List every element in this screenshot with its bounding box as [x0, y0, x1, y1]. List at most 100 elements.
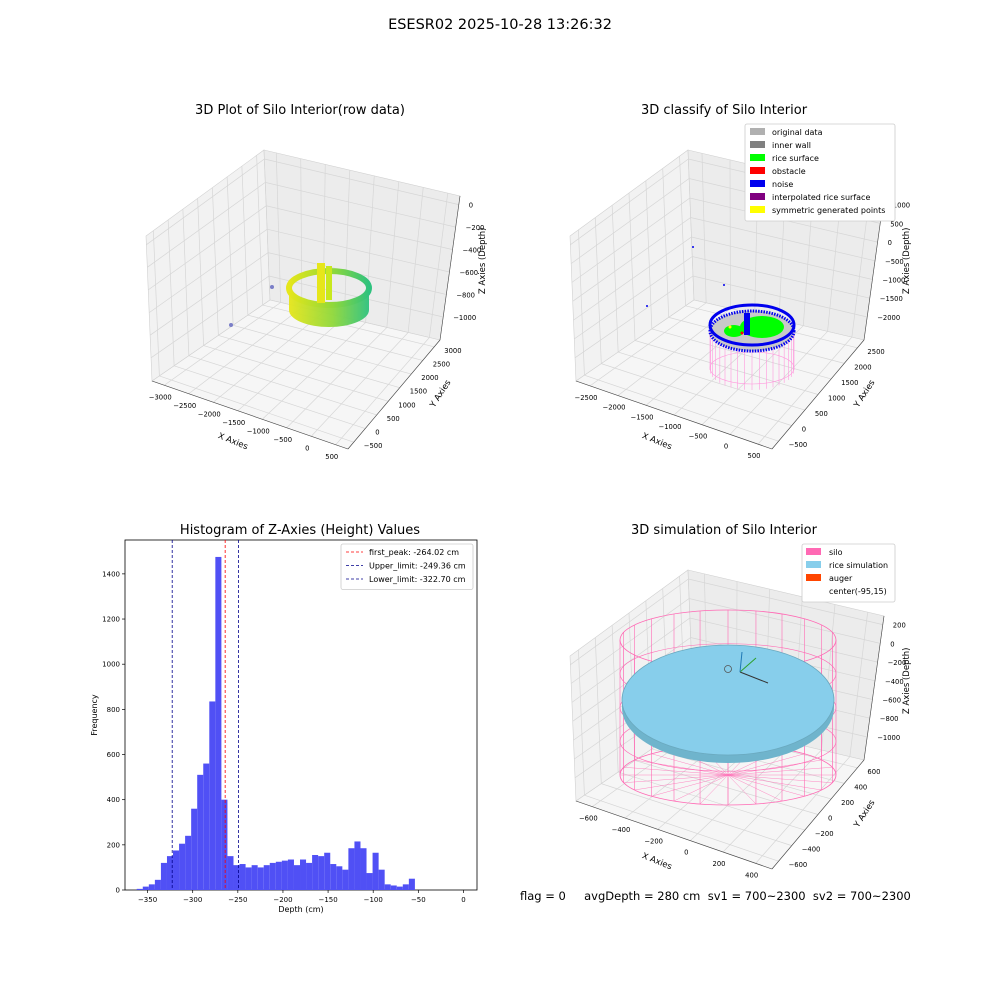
hist-bar — [390, 885, 397, 890]
p4-grid-y-v — [611, 625, 619, 773]
p2-xtick-label: −2000 — [603, 404, 626, 412]
p1-ylabel: Y Axies — [428, 378, 454, 411]
p4-xtick-label: 400 — [745, 871, 758, 879]
p4-grid-z — [572, 637, 876, 722]
p1-xtick-label: 500 — [325, 453, 338, 461]
p4-legend-label: center(-95,15) — [829, 587, 887, 596]
p1-grid-y-v — [226, 176, 234, 326]
hist-bar — [402, 884, 409, 890]
hist-bar — [173, 850, 180, 890]
p1-xtick-label: −2000 — [198, 410, 221, 418]
hist-xtick-label: −100 — [364, 896, 383, 904]
hist-bar — [257, 867, 264, 890]
p2-ztick-label: 1000 — [893, 202, 910, 210]
hist-plot-area — [124, 539, 478, 891]
p1-xtick-label: −1500 — [222, 419, 245, 427]
hist-bar — [269, 862, 276, 890]
p1-ytick-label: 1500 — [410, 388, 427, 396]
panel2-title: 3D classify of Silo Interior — [640, 103, 808, 118]
p2-legend-swatch — [750, 193, 765, 200]
p2-xlabel: X Axies — [640, 431, 673, 452]
p4-legend-box — [801, 543, 896, 603]
p2-y-axis-line — [771, 339, 865, 450]
p2-grid-z — [571, 197, 878, 283]
p2-noise-point — [692, 246, 694, 248]
p1-grid-y-v — [241, 166, 249, 316]
p4-xtick-label: 0 — [684, 849, 688, 857]
p1-ztick-label: −1000 — [453, 314, 476, 322]
p4-silo-spoke — [623, 767, 729, 776]
p1-xtick-label: 0 — [305, 444, 309, 452]
status-line: flag = 0 avgDepth = 280 cm sv1 = 700~230… — [520, 889, 911, 903]
hist-bar — [275, 861, 282, 890]
p1-raw-spike — [326, 266, 332, 300]
p4-ztick-label: −800 — [880, 715, 899, 723]
hist-bar — [293, 865, 301, 890]
p1-grid-y-v — [197, 198, 204, 346]
p1-ytick-label: 3000 — [444, 347, 461, 355]
p4-silo-spoke — [651, 753, 729, 776]
p1-grid-z — [149, 252, 447, 336]
p2-rice-surface — [724, 325, 744, 337]
hist-xtick-label: −150 — [318, 896, 337, 904]
p1-grid-x — [237, 317, 345, 412]
p1-outlier-point — [270, 285, 274, 289]
p2-ztick-label: 0 — [888, 239, 892, 247]
p2-sym-point — [728, 325, 732, 329]
hist-bar — [166, 856, 174, 890]
p2-grid-y-v — [679, 156, 686, 306]
p1-grid-y-v — [256, 155, 263, 306]
hist-bar — [160, 862, 167, 890]
p4-rice-surface — [621, 644, 835, 756]
hist-bar — [360, 848, 367, 890]
p1-grid-y-v — [212, 187, 219, 336]
p2-legend-label: symmetric generated points — [772, 206, 885, 215]
hist-bar — [136, 888, 143, 890]
p4-grid-z — [570, 598, 881, 684]
hist-ytick-label: 400 — [107, 796, 120, 804]
p4-ztick-label: 0 — [890, 640, 894, 648]
p2-grid-y — [584, 374, 779, 442]
hist-bar — [342, 869, 349, 890]
p2-ztick-label: −500 — [885, 258, 904, 266]
panel4-title: 3D simulation of Silo Interior — [631, 523, 817, 538]
hist-bar — [378, 869, 385, 890]
p2-zlabel: Z Axies (Depth) — [902, 227, 912, 294]
panel3-title: Histogram of Z-Axies (Height) Values — [179, 523, 421, 538]
p2-ztick-label: −1500 — [880, 295, 903, 303]
hist-bar — [245, 867, 252, 890]
p4-center-marker — [724, 665, 732, 673]
p4-ytick-label: −400 — [802, 846, 821, 854]
hist-bar — [239, 864, 246, 890]
p4-silo-spoke — [727, 774, 833, 783]
p2-legend-label: original data — [772, 128, 823, 137]
p1-grid-x — [164, 302, 281, 386]
p1-grid-y — [188, 355, 377, 416]
p4-silo-spoke — [727, 759, 822, 776]
p2-ztick-label: 500 — [890, 220, 903, 228]
p1-grid-y — [247, 314, 423, 361]
p1-grid-x-v — [275, 152, 281, 303]
p4-silo-spoke — [634, 774, 729, 791]
hist-bar — [197, 774, 204, 890]
hist-legend-label: Lower_limit: -322.70 cm — [369, 575, 466, 584]
p4-silo-spoke — [727, 774, 757, 805]
p1-grid-y-v — [153, 230, 160, 376]
p2-xtick-label: −2500 — [575, 394, 598, 402]
p4-silo-spoke — [727, 774, 783, 802]
p2-ytick-label: 500 — [815, 410, 828, 418]
p1-grid-y — [233, 324, 412, 375]
hist-bar — [263, 865, 270, 890]
hist-bar — [324, 852, 331, 890]
p2-noise-ring — [708, 303, 796, 347]
hist-bar — [179, 843, 186, 890]
hist-bar — [191, 808, 198, 890]
p4-grid-y — [618, 771, 805, 831]
p2-grid-y-v — [611, 205, 619, 353]
hist-ytick-label: 800 — [107, 706, 120, 714]
p4-grid-y — [584, 794, 779, 862]
p4-ytick-label: 600 — [867, 768, 880, 776]
p4-ytick-label: 200 — [841, 799, 854, 807]
p2-legend-swatch — [750, 128, 765, 135]
p2-xtick-label: 500 — [748, 452, 761, 460]
